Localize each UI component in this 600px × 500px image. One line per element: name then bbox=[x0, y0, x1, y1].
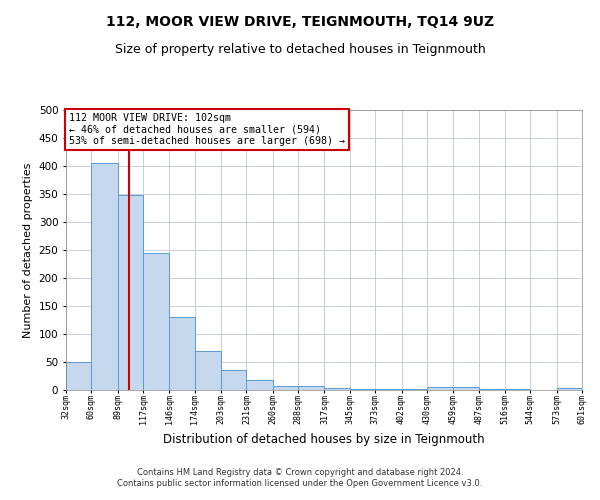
Bar bbox=[91, 163, 118, 390]
Bar bbox=[195, 351, 221, 390]
Text: Contains HM Land Registry data © Crown copyright and database right 2024.
Contai: Contains HM Land Registry data © Crown c… bbox=[118, 468, 482, 487]
Text: 112 MOOR VIEW DRIVE: 102sqm
← 46% of detached houses are smaller (594)
53% of se: 112 MOOR VIEW DRIVE: 102sqm ← 46% of det… bbox=[69, 113, 345, 146]
Bar bbox=[169, 317, 195, 390]
Bar bbox=[66, 362, 91, 390]
Bar bbox=[221, 370, 247, 390]
Bar bbox=[479, 389, 505, 390]
Bar bbox=[453, 387, 479, 390]
Bar bbox=[557, 388, 582, 390]
Bar bbox=[298, 386, 325, 390]
Y-axis label: Number of detached properties: Number of detached properties bbox=[23, 162, 33, 338]
Text: 112, MOOR VIEW DRIVE, TEIGNMOUTH, TQ14 9UZ: 112, MOOR VIEW DRIVE, TEIGNMOUTH, TQ14 9… bbox=[106, 15, 494, 29]
Bar bbox=[427, 387, 453, 390]
Text: Size of property relative to detached houses in Teignmouth: Size of property relative to detached ho… bbox=[115, 42, 485, 56]
Bar bbox=[247, 380, 273, 390]
Bar bbox=[273, 386, 298, 390]
Bar bbox=[118, 195, 143, 390]
Bar bbox=[143, 253, 169, 390]
X-axis label: Distribution of detached houses by size in Teignmouth: Distribution of detached houses by size … bbox=[163, 432, 485, 446]
Bar bbox=[325, 388, 350, 390]
